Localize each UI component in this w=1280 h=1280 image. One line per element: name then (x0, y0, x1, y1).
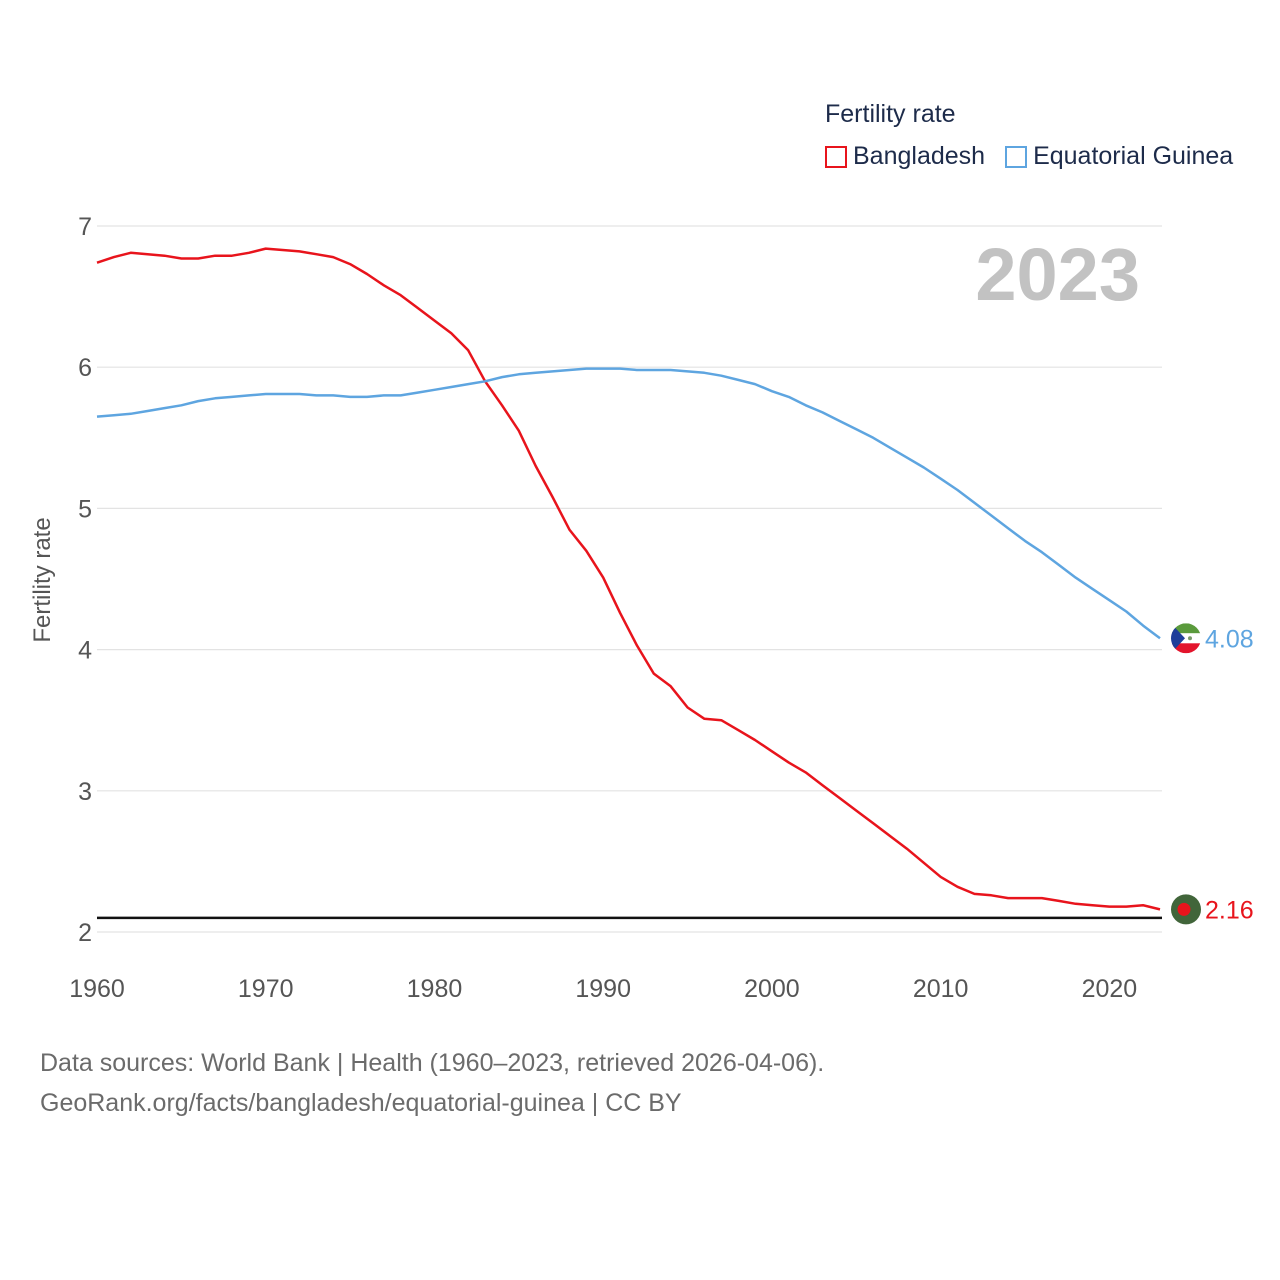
x-tick-label: 1970 (238, 975, 294, 1003)
x-tick-label: 2010 (913, 975, 969, 1003)
y-tick-labels: 2 3 4 5 6 7 (78, 213, 92, 947)
y-axis-label: Fertility rate (29, 517, 56, 642)
series-line-equatorial-guinea[interactable] (96, 367, 1161, 640)
end-value-label-equatorial-guinea: 4.08 (1205, 625, 1254, 653)
flag-marker-equatorial-guinea (1171, 623, 1201, 654)
footer-attribution[interactable]: GeoRank.org/facts/bangladesh/equatorial-… (40, 1089, 682, 1117)
footer-sources: Data sources: World Bank | Health (1960–… (40, 1049, 825, 1077)
legend-swatch-equatorial-guinea (1005, 145, 1028, 168)
x-tick-label: 1980 (407, 975, 463, 1003)
legend-swatch-bangladesh (825, 145, 847, 168)
x-tick-label: 1990 (575, 975, 631, 1003)
y-tick-label: 3 (78, 778, 92, 806)
y-tick-label: 4 (78, 637, 92, 665)
y-tick-label: 5 (78, 495, 92, 523)
x-tick-label: 2000 (744, 975, 800, 1003)
x-tick-label: 2020 (1082, 975, 1138, 1003)
legend: Bangladesh Equatorial Guinea (825, 142, 1253, 171)
flag-marker-bangladesh (1171, 894, 1201, 925)
footer: Data sources: World Bank | Health (1960–… (40, 1043, 824, 1123)
legend-title: Fertility rate (825, 100, 956, 128)
x-tick-label: 1960 (69, 975, 125, 1003)
legend-item-equatorial-guinea[interactable]: Equatorial Guinea (1005, 142, 1233, 171)
gridlines (97, 225, 1162, 933)
y-tick-label: 6 (78, 354, 92, 382)
legend-item-bangladesh[interactable]: Bangladesh (825, 142, 985, 171)
equatorial-guinea-flag-icon (1171, 623, 1201, 654)
series-line-bangladesh[interactable] (96, 247, 1161, 911)
year-label: 2023 (975, 233, 1140, 316)
y-tick-label: 7 (78, 213, 92, 241)
end-value-label-bangladesh: 2.16 (1205, 896, 1254, 924)
x-tick-labels: 1960 1970 1980 1990 2000 2010 2020 (69, 975, 1137, 1003)
legend-label-bangladesh: Bangladesh (853, 142, 986, 170)
y-tick-label: 2 (78, 919, 92, 947)
legend-label-equatorial-guinea: Equatorial Guinea (1033, 142, 1234, 170)
